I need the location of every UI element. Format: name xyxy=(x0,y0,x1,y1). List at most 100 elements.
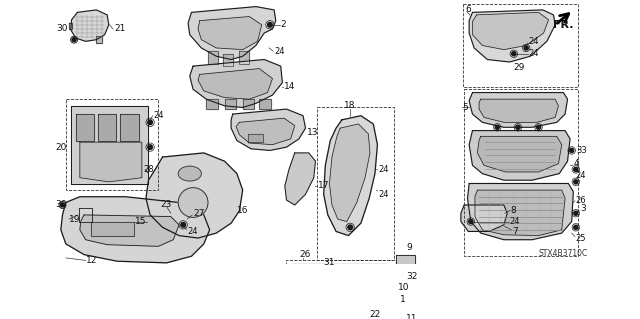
Text: 28: 28 xyxy=(143,165,154,174)
Bar xyxy=(287,260,396,285)
Polygon shape xyxy=(469,130,570,180)
Polygon shape xyxy=(71,10,109,41)
Text: 12: 12 xyxy=(86,256,97,265)
Polygon shape xyxy=(91,221,134,235)
Circle shape xyxy=(404,304,408,308)
Text: 10: 10 xyxy=(398,283,410,292)
Text: 23: 23 xyxy=(160,201,172,210)
Polygon shape xyxy=(188,7,276,60)
Polygon shape xyxy=(208,51,218,64)
Circle shape xyxy=(495,125,499,130)
Text: 30: 30 xyxy=(55,201,67,210)
Bar xyxy=(317,108,394,260)
Polygon shape xyxy=(97,36,102,43)
Bar xyxy=(66,99,158,190)
Circle shape xyxy=(268,22,272,27)
Circle shape xyxy=(383,279,388,283)
Text: 31: 31 xyxy=(324,258,335,267)
Polygon shape xyxy=(120,114,138,140)
Polygon shape xyxy=(146,153,243,238)
Text: 15: 15 xyxy=(135,217,147,226)
Text: 22: 22 xyxy=(369,310,380,319)
Text: 24: 24 xyxy=(509,217,520,226)
Polygon shape xyxy=(243,99,254,109)
Text: 24: 24 xyxy=(274,47,285,56)
Text: 32: 32 xyxy=(406,272,418,281)
Polygon shape xyxy=(80,215,179,246)
Circle shape xyxy=(181,223,186,227)
Polygon shape xyxy=(469,93,568,127)
Text: 1: 1 xyxy=(400,295,406,304)
Text: 26: 26 xyxy=(299,250,310,259)
Text: 16: 16 xyxy=(237,206,248,215)
Ellipse shape xyxy=(178,166,202,181)
Text: 6: 6 xyxy=(466,5,472,14)
Polygon shape xyxy=(467,183,573,240)
Text: 26: 26 xyxy=(576,196,586,204)
Polygon shape xyxy=(225,99,236,109)
Polygon shape xyxy=(69,23,72,29)
Text: 24: 24 xyxy=(154,111,164,120)
Text: STX4B3710C: STX4B3710C xyxy=(539,249,588,258)
Polygon shape xyxy=(259,99,271,109)
Text: 29: 29 xyxy=(514,63,525,72)
Circle shape xyxy=(516,125,520,130)
Circle shape xyxy=(573,211,578,215)
Circle shape xyxy=(148,120,152,125)
Text: 21: 21 xyxy=(115,25,126,33)
Text: 4: 4 xyxy=(573,159,579,168)
Text: 20: 20 xyxy=(55,143,67,152)
Text: FR.: FR. xyxy=(554,20,574,30)
Polygon shape xyxy=(350,264,362,281)
Polygon shape xyxy=(190,60,282,108)
Bar xyxy=(464,89,579,256)
Text: 7: 7 xyxy=(512,227,518,236)
Circle shape xyxy=(348,225,353,230)
Polygon shape xyxy=(231,109,305,151)
Text: 11: 11 xyxy=(406,314,418,319)
Polygon shape xyxy=(61,197,210,263)
Text: 14: 14 xyxy=(284,82,296,91)
Text: 24: 24 xyxy=(378,165,388,174)
Text: 3: 3 xyxy=(580,204,586,213)
Text: 24: 24 xyxy=(529,49,539,58)
Circle shape xyxy=(573,167,578,172)
Polygon shape xyxy=(223,54,233,66)
Circle shape xyxy=(512,52,516,56)
Polygon shape xyxy=(71,106,148,183)
Text: 24: 24 xyxy=(576,171,586,180)
Text: 18: 18 xyxy=(344,101,356,110)
Polygon shape xyxy=(79,208,92,221)
Text: 25: 25 xyxy=(576,234,586,242)
Polygon shape xyxy=(324,116,378,235)
Text: 9: 9 xyxy=(406,243,412,252)
Circle shape xyxy=(468,219,473,224)
Text: 30: 30 xyxy=(56,25,67,33)
Polygon shape xyxy=(76,114,94,140)
Polygon shape xyxy=(469,10,555,62)
Text: 5: 5 xyxy=(463,103,468,112)
Polygon shape xyxy=(477,137,562,172)
Text: 13: 13 xyxy=(307,128,319,137)
Text: 24: 24 xyxy=(529,37,539,46)
Circle shape xyxy=(573,225,578,229)
Polygon shape xyxy=(285,153,316,205)
Polygon shape xyxy=(248,134,262,142)
Polygon shape xyxy=(332,264,344,281)
Polygon shape xyxy=(472,12,548,49)
Circle shape xyxy=(72,38,76,42)
Text: 24: 24 xyxy=(188,227,198,236)
Circle shape xyxy=(570,148,573,152)
Text: 27: 27 xyxy=(193,209,204,218)
Polygon shape xyxy=(206,99,218,109)
Polygon shape xyxy=(198,17,262,49)
Text: 17: 17 xyxy=(318,182,330,190)
Text: 24: 24 xyxy=(378,190,388,199)
Polygon shape xyxy=(330,124,370,221)
Bar xyxy=(463,4,579,87)
Circle shape xyxy=(573,180,578,184)
Circle shape xyxy=(178,188,208,217)
Polygon shape xyxy=(198,69,273,99)
Polygon shape xyxy=(98,114,116,140)
Polygon shape xyxy=(239,51,250,64)
